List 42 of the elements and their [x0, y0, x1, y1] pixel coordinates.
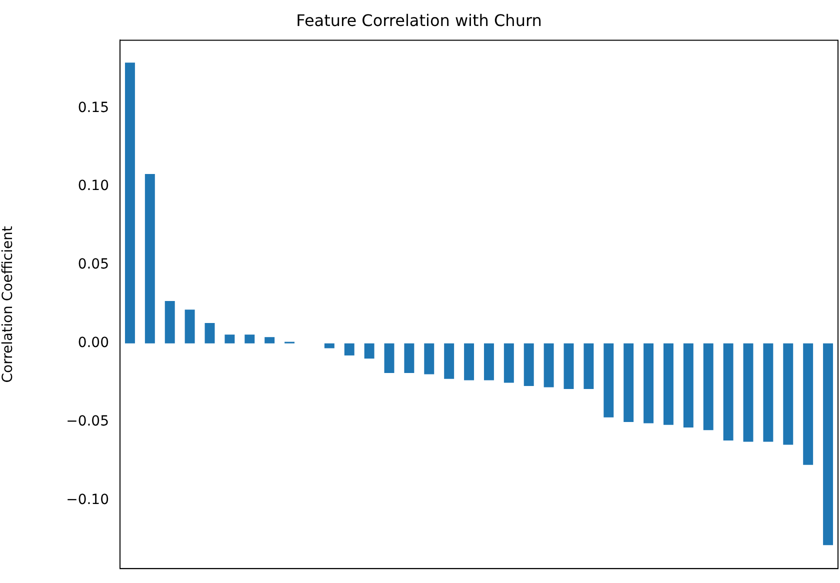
bar [464, 343, 474, 380]
bar [364, 343, 374, 359]
bar [204, 322, 215, 344]
y-tick-label: −0.05 [66, 413, 109, 430]
bar [244, 334, 255, 344]
y-tick-label: 0.05 [78, 256, 109, 273]
bar [763, 343, 774, 442]
bar [484, 343, 494, 380]
bar [584, 343, 594, 390]
bar [564, 343, 574, 390]
y-tick-label: 0.00 [78, 335, 109, 352]
bar [624, 343, 634, 422]
bar [184, 310, 195, 344]
y-tick-label: −0.10 [66, 492, 109, 508]
y-axis-title: Correlation Coefficient [0, 226, 16, 383]
bar [144, 174, 155, 344]
bar [604, 343, 614, 418]
bar [723, 343, 734, 440]
bar [703, 343, 714, 430]
bar [663, 343, 674, 425]
bar [424, 343, 434, 374]
bar [384, 343, 394, 374]
bar [444, 343, 454, 379]
bar [224, 334, 235, 344]
y-tick-label: 0.15 [78, 100, 109, 116]
bar [803, 343, 814, 465]
bar [524, 343, 534, 386]
chart-title: Feature Correlation with Churn [296, 10, 542, 30]
bar [124, 62, 135, 344]
bar [544, 343, 554, 388]
bar [164, 301, 175, 344]
bar [504, 343, 514, 383]
bar [264, 337, 275, 344]
bar [783, 343, 794, 445]
bar [823, 343, 834, 546]
bar [404, 343, 414, 374]
bar [344, 343, 354, 356]
bar [324, 343, 334, 348]
bar [743, 343, 754, 442]
y-tick-label: 0.10 [78, 178, 109, 194]
bar [644, 343, 654, 424]
bar [683, 343, 694, 428]
